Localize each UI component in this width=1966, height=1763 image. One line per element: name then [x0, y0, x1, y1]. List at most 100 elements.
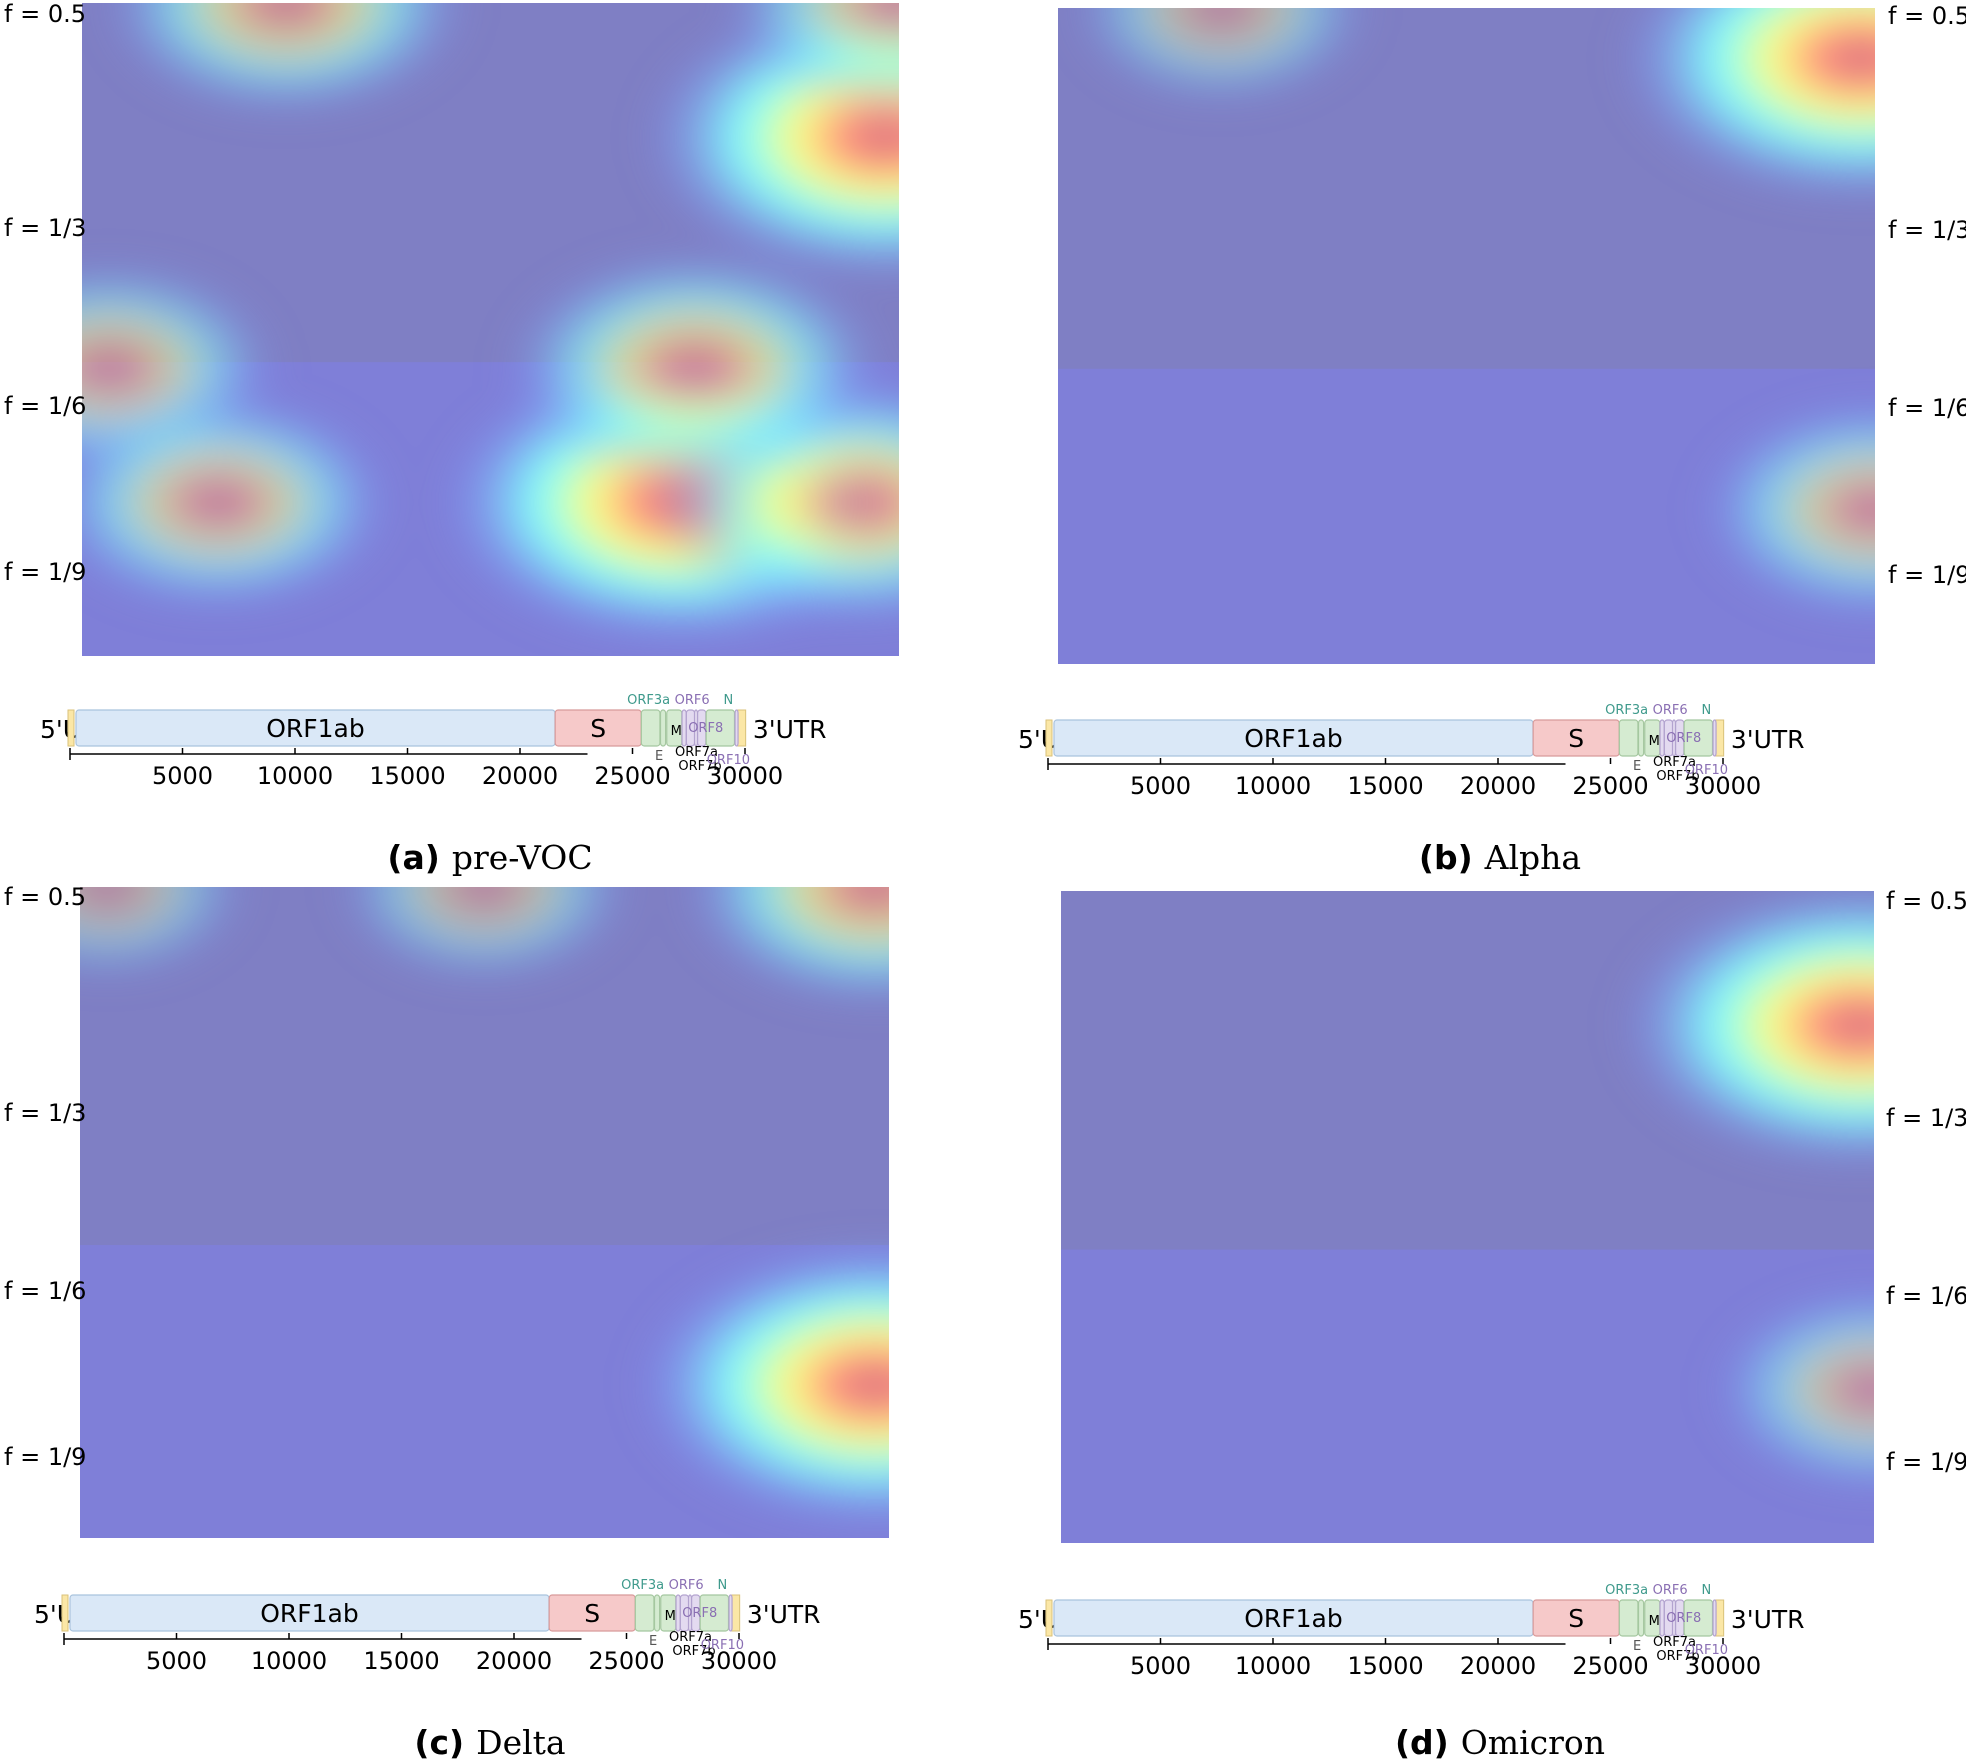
genome-map-b: 5'UTR3'UTRORF1abSMORF3aORF6NORF8EORF7aOR…	[1018, 703, 1805, 800]
gene-label-m: M	[1649, 734, 1660, 749]
y-label: f = 1/9	[1888, 561, 1966, 589]
gene-label-s: S	[590, 714, 606, 743]
x-tick-label: 30000	[1685, 1652, 1761, 1680]
gene-label-s: S	[1568, 1604, 1584, 1633]
x-tick-label: 5000	[1130, 1652, 1191, 1680]
gene-e	[659, 709, 667, 747]
caption-b: (b) Alpha	[1150, 838, 1850, 877]
utr3-segment	[1715, 1599, 1725, 1637]
heatmap-d-svg	[1061, 891, 1874, 1543]
utr3-segment	[1715, 719, 1725, 757]
utr3-label: 3'UTR	[1731, 1605, 1805, 1634]
gene-label-orf6: ORF6	[675, 693, 710, 708]
panel-title: Alpha	[1484, 838, 1582, 877]
gene-label-n: N	[1701, 1583, 1711, 1598]
x-tick-label: 15000	[1347, 772, 1423, 800]
gene-label-orf8: ORF8	[1666, 1611, 1701, 1626]
y-label: f = 1/3	[4, 214, 87, 242]
gene-label-orf8: ORF8	[688, 721, 723, 736]
y-label: f = 1/3	[4, 1099, 87, 1127]
panel-title: Delta	[476, 1723, 566, 1762]
x-tick-label: 25000	[1572, 772, 1648, 800]
x-tick-label: 20000	[482, 762, 558, 790]
gene-label-orf10: ORF10	[1685, 1643, 1728, 1658]
gene-orf10	[1712, 1599, 1717, 1637]
x-tick-label: 10000	[257, 762, 333, 790]
gene-label-orf3a: ORF3a	[1605, 1583, 1648, 1598]
heat-hotspot	[332, 887, 637, 985]
y-label: f = 1/6	[1886, 1282, 1966, 1310]
panel-letter: (b)	[1418, 838, 1473, 877]
x-tick-label: 30000	[1685, 772, 1761, 800]
utr3-segment	[731, 1594, 741, 1632]
utr5-segment	[1045, 1599, 1053, 1637]
heat-hotspot	[80, 887, 253, 982]
gene-label-orf10: ORF10	[1685, 763, 1728, 778]
gene-label-orf6: ORF6	[1653, 1583, 1688, 1598]
panel-letter: (d)	[1394, 1723, 1449, 1762]
heat-hotspot	[632, 1241, 889, 1529]
gene-orf3a	[634, 1594, 655, 1632]
heatmap-c-svg	[80, 887, 889, 1538]
x-tick-label: 20000	[1460, 772, 1536, 800]
y-label: f = 1/9	[1886, 1448, 1966, 1476]
heatmap-a-svg	[82, 3, 899, 656]
gene-label-orf6: ORF6	[1653, 703, 1688, 718]
panel-title: Omicron	[1460, 1723, 1606, 1762]
gene-orf6	[681, 709, 687, 747]
gene-label-orf7b: ORF7b	[1656, 1649, 1699, 1664]
gene-e	[1637, 1599, 1645, 1637]
gene-label-orf7a: ORF7a	[1653, 1635, 1696, 1650]
gene-label-orf7b: ORF7b	[672, 1644, 715, 1659]
gene-label-orf6: ORF6	[669, 1578, 704, 1593]
heat-hotspot	[82, 391, 398, 614]
caption-d: (d) Omicron	[1150, 1723, 1850, 1762]
utr3-label: 3'UTR	[1731, 725, 1805, 754]
x-tick-label: 10000	[1235, 772, 1311, 800]
x-tick-label: 5000	[1130, 772, 1191, 800]
gene-label-m: M	[671, 724, 682, 739]
gene-label-e: E	[1633, 1639, 1641, 1654]
panel-letter: (a)	[387, 838, 440, 877]
caption-c: (c) Delta	[140, 1723, 840, 1762]
heat-hotspot	[678, 887, 889, 1008]
y-label: f = 0.5	[4, 883, 86, 911]
gene-label-orf7b: ORF7b	[1656, 769, 1699, 784]
panel-letter: (c)	[414, 1723, 465, 1762]
gene-label-orf8: ORF8	[682, 1606, 717, 1621]
gene-label-orf7a: ORF7a	[675, 745, 718, 760]
heat-hotspot	[501, 250, 888, 486]
gene-label-orf3a: ORF3a	[1605, 703, 1648, 718]
y-label: f = 1/9	[4, 1443, 87, 1471]
y-label: f = 0.5	[1888, 2, 1966, 30]
heatmap-b	[1058, 8, 1875, 664]
utr3-label: 3'UTR	[753, 715, 827, 744]
heat-hotspot	[1708, 1285, 1874, 1495]
gene-orf6	[675, 1594, 681, 1632]
x-tick-label: 15000	[363, 1647, 439, 1675]
x-tick-label: 10000	[1235, 1652, 1311, 1680]
y-label: f = 0.5	[1886, 887, 1966, 915]
gene-label-orf10: ORF10	[701, 1638, 744, 1653]
y-label: f = 1/6	[4, 1277, 87, 1305]
gene-label-orf1ab: ORF1ab	[266, 714, 365, 743]
gene-orf10	[728, 1594, 733, 1632]
utr5-segment	[61, 1594, 69, 1632]
gene-label-orf1ab: ORF1ab	[260, 1599, 359, 1628]
heat-hotspot	[719, 3, 899, 114]
gene-orf3a	[1618, 719, 1639, 757]
heat-hotspot	[1616, 891, 1874, 1169]
heat-hotspot	[1616, 8, 1875, 203]
gene-label-orf7a: ORF7a	[1653, 755, 1696, 770]
gene-label-orf3a: ORF3a	[621, 1578, 664, 1593]
heatmap-b-svg	[1058, 8, 1875, 664]
y-label: f = 1/9	[4, 558, 87, 586]
heatmap-d	[1061, 891, 1874, 1543]
heatmap-c	[80, 887, 889, 1538]
x-tick-label: 20000	[476, 1647, 552, 1675]
utr5-segment	[67, 709, 75, 747]
gene-label-s: S	[1568, 724, 1584, 753]
gene-orf3a	[640, 709, 661, 747]
gene-label-n: N	[723, 693, 733, 708]
gene-orf6	[1659, 719, 1665, 757]
